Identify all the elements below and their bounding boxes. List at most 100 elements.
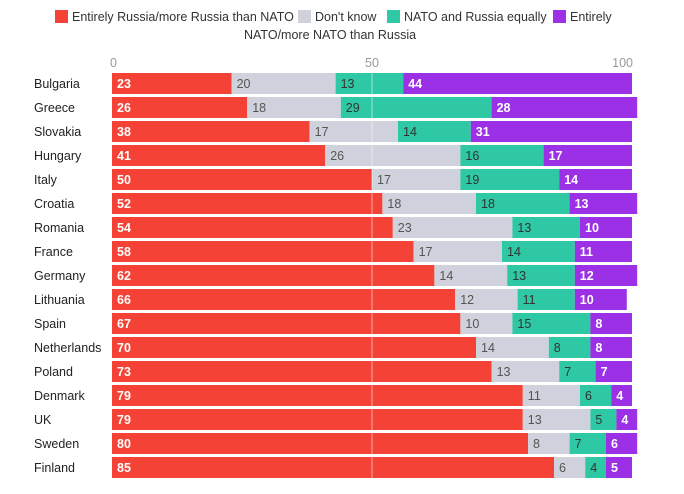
data-label-netherlands-entirely-nato-more-nato-than-russia: 8 [595,341,602,355]
bar-uk-don-t-know [522,409,591,430]
category-label-spain: Spain [34,317,66,331]
bar-italy-don-t-know [372,169,461,190]
bar-slovakia-don-t-know [309,121,398,142]
bar-bulgaria-entirely-nato-more-nato-than-russia [403,73,632,94]
data-label-lithuania-nato-and-russia-equally: 11 [523,293,536,307]
legend-item-equally: NATO and Russia equally [387,9,547,26]
bar-netherlands-don-t-know [476,337,549,358]
data-label-germany-nato-and-russia-equally: 13 [512,269,526,283]
data-label-poland-nato-and-russia-equally: 7 [564,365,571,379]
bar-netherlands-entirely-nato-more-nato-than-russia [590,337,632,358]
bar-spain-nato-and-russia-equally [512,313,591,334]
data-label-bulgaria-don-t-know: 20 [237,77,251,91]
legend-swatch-russia [55,10,68,23]
bar-romania-don-t-know [392,217,513,238]
data-label-denmark-entirely-russia-more-russia-than-nato: 79 [117,389,131,403]
bar-hungary-entirely-russia-more-russia-than-nato [112,145,326,166]
data-label-greece-nato-and-russia-equally: 29 [346,101,360,115]
data-label-france-don-t-know: 17 [419,245,433,259]
data-label-italy-don-t-know: 17 [377,173,391,187]
data-label-bulgaria-entirely-russia-more-russia-than-nato: 23 [117,77,131,91]
data-label-italy-entirely-nato-more-nato-than-russia: 14 [564,173,578,187]
data-label-spain-nato-and-russia-equally: 15 [517,317,531,331]
data-label-italy-nato-and-russia-equally: 19 [465,173,479,187]
data-label-sweden-entirely-russia-more-russia-than-nato: 80 [117,437,131,451]
bar-poland-entirely-nato-more-nato-than-russia [595,361,632,382]
data-label-lithuania-don-t-know: 12 [460,293,474,307]
bar-lithuania-nato-and-russia-equally [517,289,575,310]
bar-croatia-entirely-nato-more-nato-than-russia [569,193,638,214]
data-label-hungary-entirely-nato-more-nato-than-russia: 17 [549,149,563,163]
data-label-netherlands-nato-and-russia-equally: 8 [554,341,561,355]
bar-greece-entirely-russia-more-russia-than-nato [112,97,248,118]
bar-spain-don-t-know [460,313,513,334]
bar-poland-don-t-know [491,361,560,382]
bar-bulgaria-entirely-russia-more-russia-than-nato [112,73,232,94]
data-label-greece-entirely-nato-more-nato-than-russia: 28 [497,101,511,115]
data-label-italy-entirely-russia-more-russia-than-nato: 50 [117,173,131,187]
data-label-bulgaria-entirely-nato-more-nato-than-russia: 44 [408,77,422,91]
category-label-netherlands: Netherlands [34,341,101,355]
data-label-croatia-don-t-know: 18 [387,197,401,211]
data-label-poland-don-t-know: 13 [497,365,511,379]
bar-croatia-don-t-know [382,193,476,214]
legend-swatch-equally [387,10,400,23]
bar-spain-entirely-nato-more-nato-than-russia [590,313,632,334]
bar-germany-entirely-nato-more-nato-than-russia [574,265,638,286]
legend-label-equally: NATO and Russia equally [404,10,547,24]
category-label-poland: Poland [34,365,73,379]
data-label-romania-entirely-nato-more-nato-than-russia: 10 [585,221,599,235]
data-label-bulgaria-nato-and-russia-equally: 13 [341,77,355,91]
data-label-spain-entirely-nato-more-nato-than-russia: 8 [595,317,602,331]
data-label-romania-entirely-russia-more-russia-than-nato: 54 [117,221,131,235]
data-label-uk-entirely-nato-more-nato-than-russia: 4 [621,413,628,427]
bar-poland-nato-and-russia-equally [559,361,596,382]
bar-finland-nato-and-russia-equally [585,457,606,478]
legend-label-nato-line2: NATO/more NATO than Russia [244,28,417,42]
bar-france-entirely-nato-more-nato-than-russia [574,241,632,262]
data-label-sweden-nato-and-russia-equally: 7 [575,437,582,451]
bar-sweden-don-t-know [528,433,570,454]
bar-italy-entirely-russia-more-russia-than-nato [112,169,372,190]
legend-label-nato: Entirely [570,10,612,24]
x-tick-label-100: 100 [612,56,633,70]
data-label-denmark-don-t-know: 11 [528,389,541,403]
bar-finland-don-t-know [554,457,586,478]
bar-italy-nato-and-russia-equally [460,169,560,190]
bar-romania-entirely-nato-more-nato-than-russia [580,217,632,238]
bar-croatia-entirely-russia-more-russia-than-nato [112,193,383,214]
category-label-croatia: Croatia [34,197,74,211]
category-label-greece: Greece [34,101,75,115]
bar-uk-nato-and-russia-equally [590,409,617,430]
bar-finland-entirely-russia-more-russia-than-nato [112,457,554,478]
category-label-denmark: Denmark [34,389,85,403]
x-tick-label-50: 50 [365,56,379,70]
bar-spain-entirely-russia-more-russia-than-nato [112,313,461,334]
data-label-finland-don-t-know: 6 [559,461,566,475]
bar-denmark-don-t-know [522,385,580,406]
bar-italy-entirely-nato-more-nato-than-russia [559,169,632,190]
category-label-germany: Germany [34,269,86,283]
data-label-croatia-nato-and-russia-equally: 18 [481,197,495,211]
bar-greece-nato-and-russia-equally [340,97,492,118]
data-label-slovakia-don-t-know: 17 [315,125,329,139]
data-label-spain-entirely-russia-more-russia-than-nato: 67 [117,317,131,331]
data-label-lithuania-entirely-russia-more-russia-than-nato: 66 [117,293,131,307]
data-label-germany-entirely-nato-more-nato-than-russia: 12 [580,269,594,283]
data-label-romania-don-t-know: 23 [398,221,412,235]
category-label-lithuania: Lithuania [34,293,85,307]
data-label-uk-don-t-know: 13 [528,413,542,427]
bar-lithuania-entirely-nato-more-nato-than-russia [574,289,627,310]
data-label-hungary-don-t-know: 26 [330,149,344,163]
bar-poland-entirely-russia-more-russia-than-nato [112,361,492,382]
bar-germany-entirely-russia-more-russia-than-nato [112,265,435,286]
bar-slovakia-nato-and-russia-equally [398,121,471,142]
bar-hungary-entirely-nato-more-nato-than-russia [543,145,632,166]
bar-france-entirely-russia-more-russia-than-nato [112,241,414,262]
data-label-uk-nato-and-russia-equally: 5 [595,413,602,427]
data-label-uk-entirely-russia-more-russia-than-nato: 79 [117,413,131,427]
data-label-croatia-entirely-russia-more-russia-than-nato: 52 [117,197,131,211]
data-label-sweden-don-t-know: 8 [533,437,540,451]
category-label-italy: Italy [34,173,58,187]
category-label-hungary: Hungary [34,149,82,163]
